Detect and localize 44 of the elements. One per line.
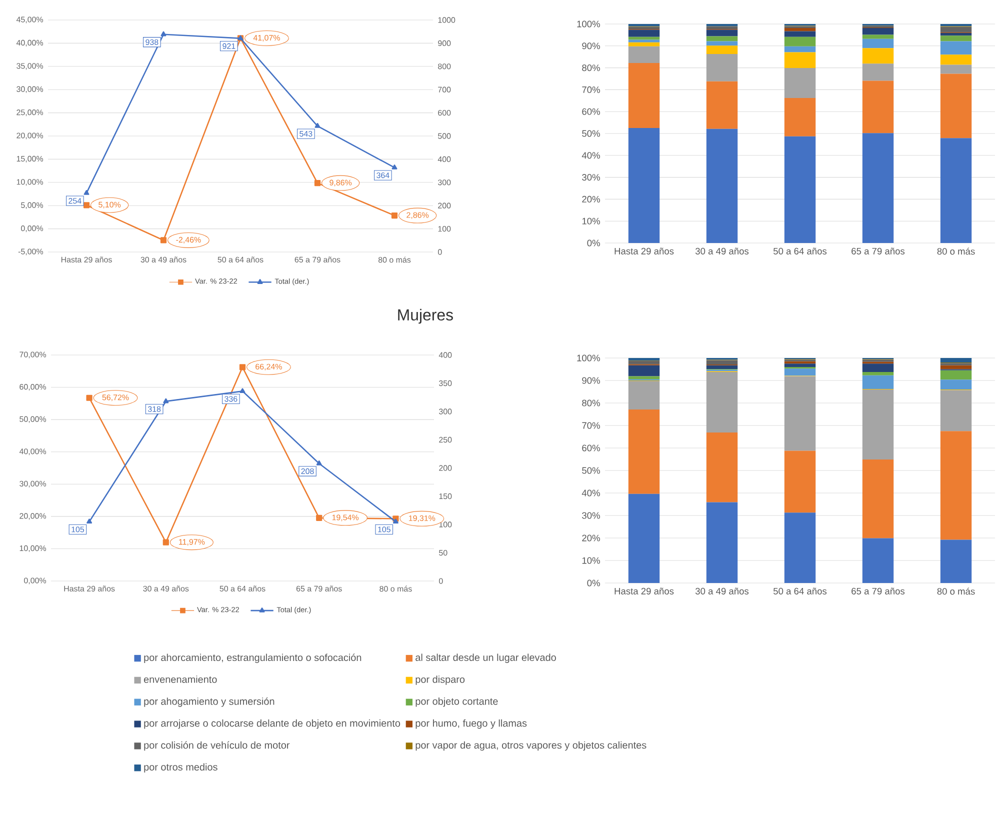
y-tick-label: 100% [577, 20, 600, 28]
x-tick-label: 65 a 79 años [852, 588, 905, 594]
y-tick-label: 50% [582, 130, 600, 137]
y-tick-label: 90% [582, 377, 600, 384]
y-tick-label: 30% [582, 512, 600, 519]
y-tick-label: 20% [582, 196, 600, 202]
legend-label: por humo, fuego y llamas [416, 719, 527, 729]
y-tick-label: 80% [582, 400, 600, 406]
y-tick-label: 60% [582, 444, 600, 452]
legend-label: por disparo [416, 676, 465, 685]
y-tick-label: 20% [582, 534, 600, 542]
chart-title: Mujeres [398, 308, 453, 324]
y-tick-label: 100% [577, 354, 600, 362]
y-tick-label: 10% [582, 557, 600, 564]
y-tick-label: 90% [582, 42, 600, 50]
y-tick-label: 40% [582, 490, 600, 496]
legend-label: por vapor de agua, otros vapores y objetos calientes [416, 741, 646, 751]
y-tick-label: 0% [587, 580, 600, 586]
y-tick-label: 70% [582, 86, 600, 93]
legend-label: por objeto cortante [416, 698, 498, 707]
x-tick-label: 50 a 64 años [773, 588, 827, 594]
x-tick-label: Hasta 29 años [614, 588, 674, 594]
legend-label: por otros medios [144, 763, 218, 773]
y-tick-label: 80% [582, 64, 600, 72]
x-tick-label: Hasta 29 años [614, 248, 674, 254]
y-tick-label: 40% [582, 152, 600, 159]
x-tick-label: 65 a 79 años [852, 248, 905, 254]
legend-label: por colisión de vehículo de motor [144, 741, 290, 751]
legend-label: por ahogamiento y sumersión [144, 697, 274, 707]
y-tick-label: 0% [587, 240, 600, 246]
y-tick-label: 50% [582, 467, 600, 474]
legend-label: al saltar desde un lugar elevado [416, 654, 556, 663]
y-tick-label: 70% [582, 422, 600, 429]
x-tick-label: 80 o más [937, 588, 975, 595]
y-tick-label: 30% [582, 174, 600, 181]
x-tick-label: 30 a 49 años [695, 248, 749, 254]
x-tick-label: 80 o más [937, 248, 975, 255]
y-tick-label: 60% [582, 108, 600, 115]
x-tick-label: 30 a 49 años [695, 588, 749, 594]
legend-label: envenenamiento [144, 676, 217, 683]
x-tick-label: 50 a 64 años [774, 248, 827, 254]
legend-label: por arrojarse o colocarse delante de objeto en movimiento [144, 719, 400, 729]
legend-label: por ahorcamiento, estrangulamiento o sofocación [144, 654, 362, 664]
y-tick-label: 10% [582, 218, 600, 224]
